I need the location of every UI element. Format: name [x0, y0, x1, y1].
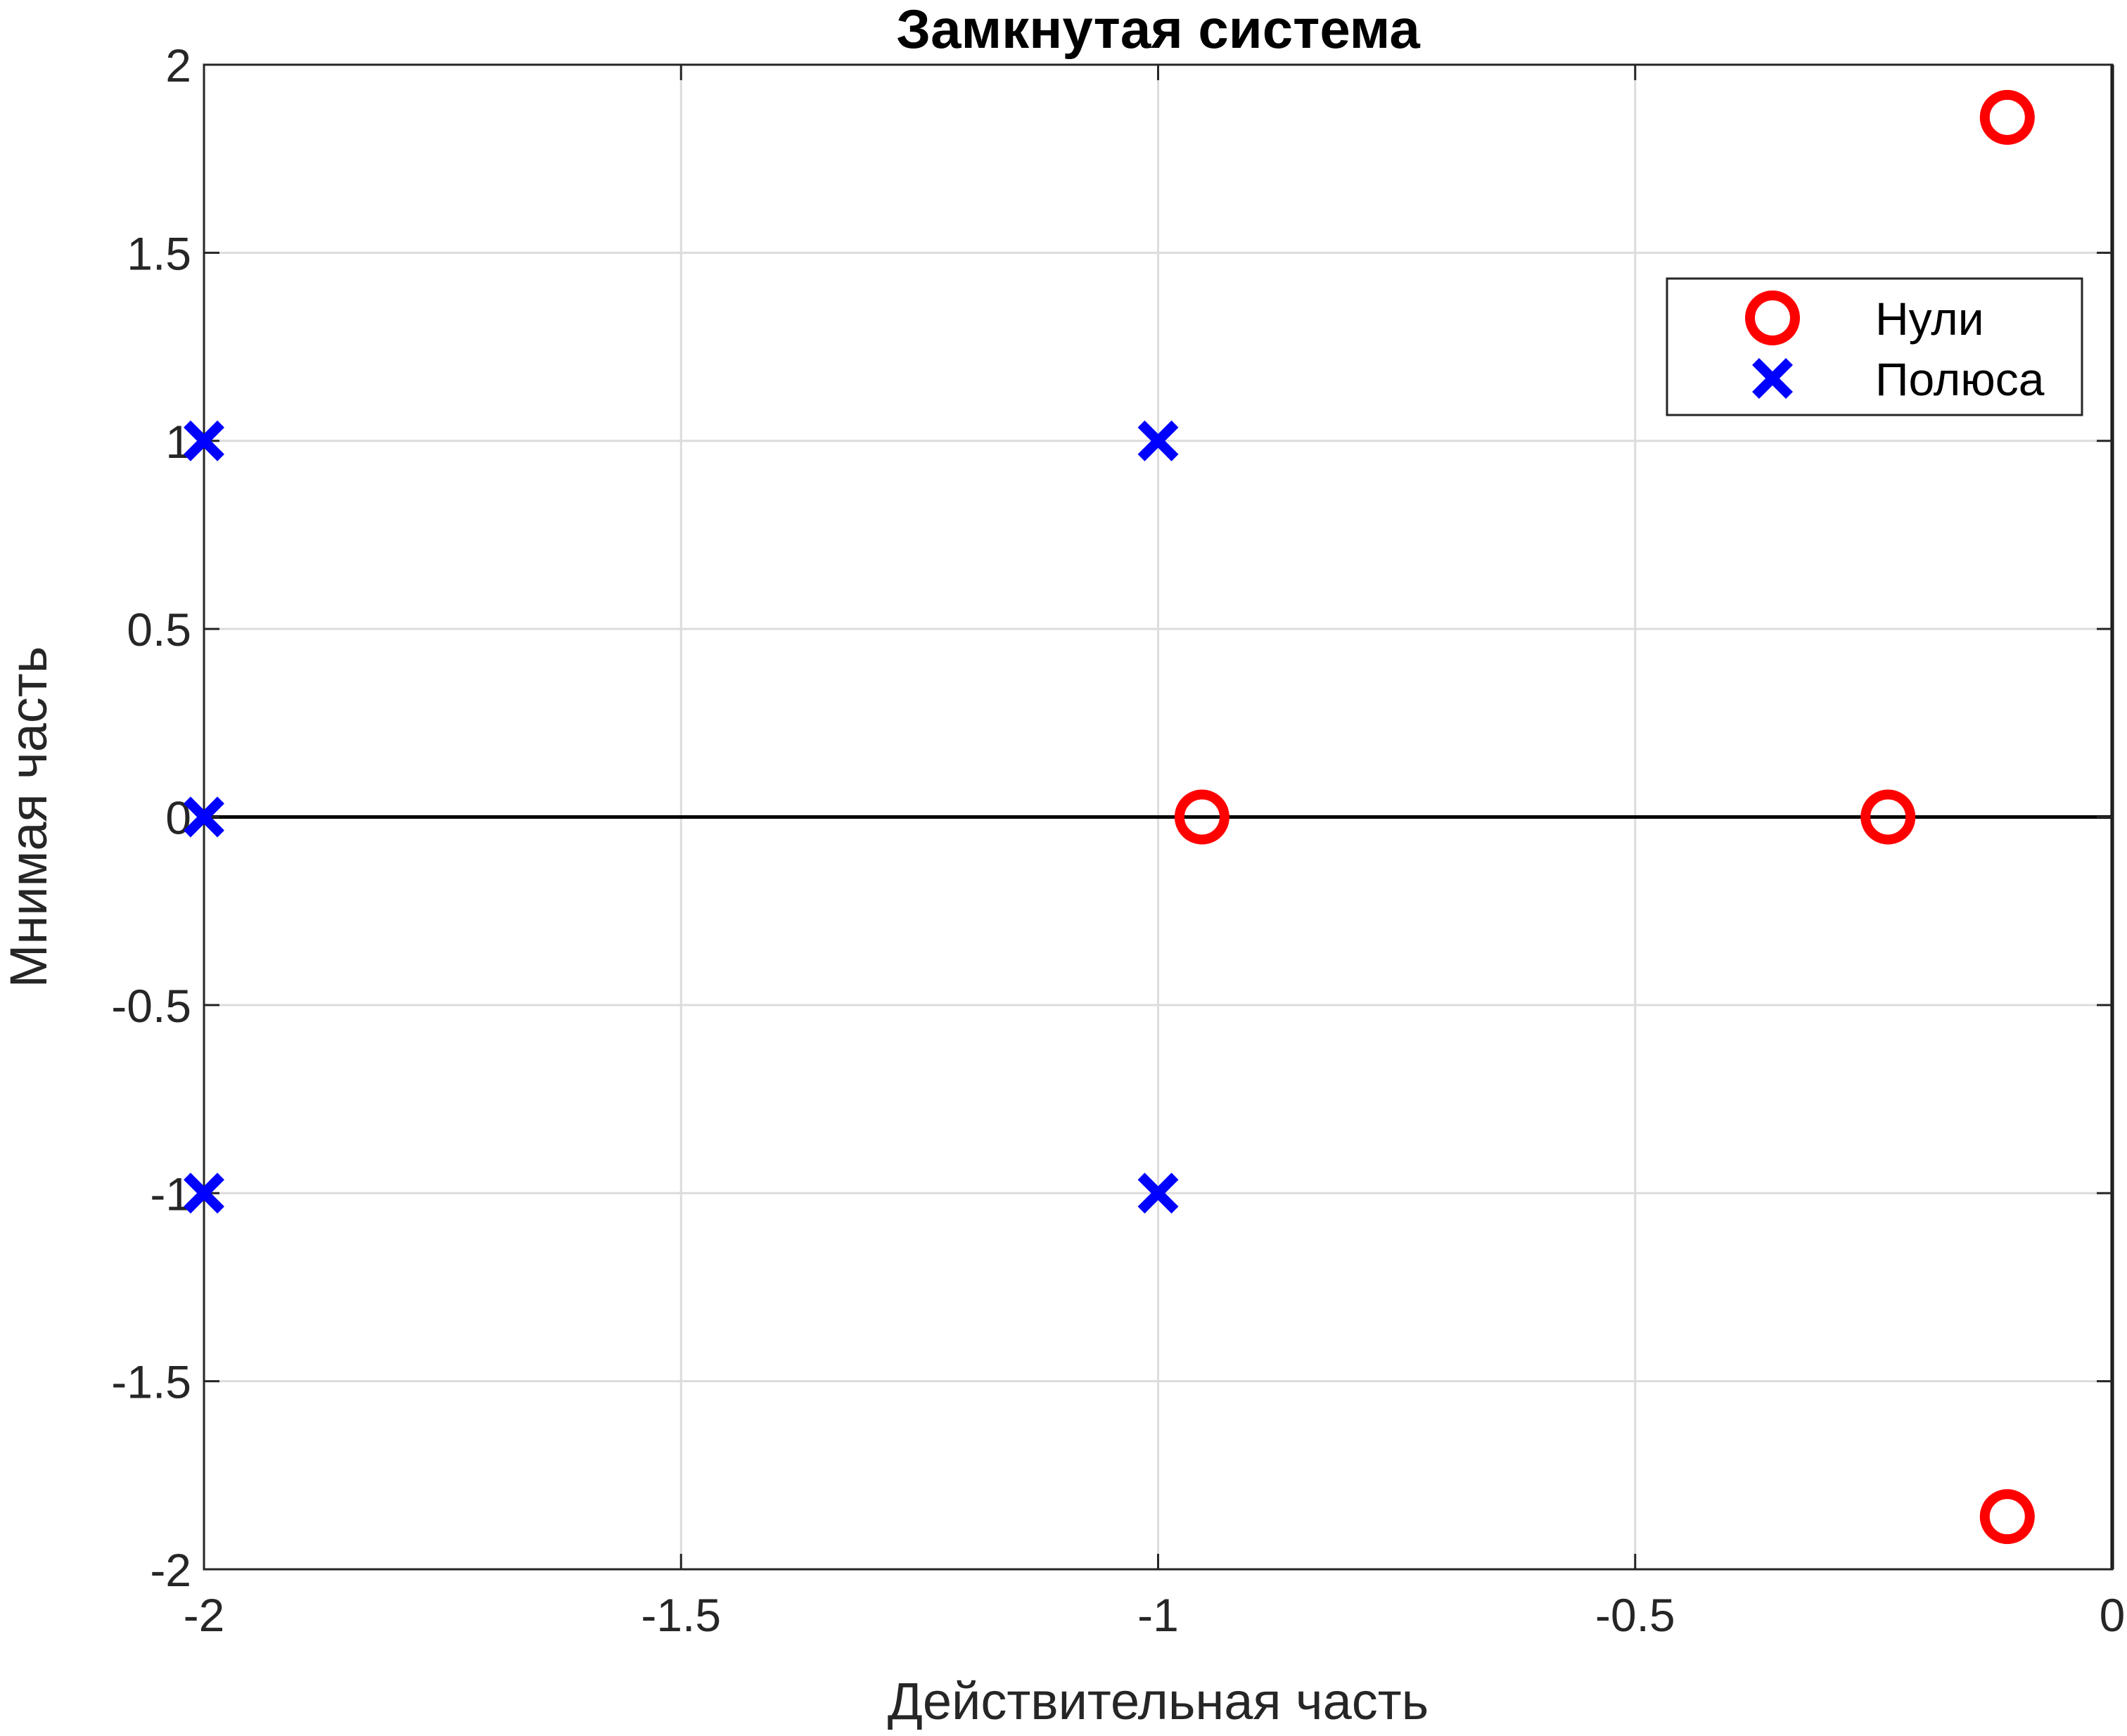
pole-marker-stroke [184, 796, 224, 838]
x-tick-label: -2 [184, 1589, 225, 1641]
y-tick-label: -2 [150, 1544, 191, 1596]
chart-title: Замкнутая система [896, 0, 1420, 60]
y-tick-label: 0.5 [127, 604, 191, 656]
y-tick-label: -0.5 [111, 980, 191, 1032]
y-tick-label: 1 [165, 416, 191, 468]
zero-marker [1979, 1489, 2035, 1545]
pole-marker-stroke [184, 1173, 224, 1214]
legend-pole-marker [1752, 358, 1793, 399]
legend: Нули Полюса [1666, 277, 2083, 416]
y-tick-label: 0 [165, 792, 191, 844]
legend-label-zeros: Нули [1875, 293, 1984, 345]
pole-marker [184, 420, 224, 461]
pole-marker [184, 1173, 224, 1214]
legend-pole-marker-stroke [1752, 358, 1793, 399]
pole-marker-stroke [1137, 420, 1179, 461]
pole-marker-stroke [184, 420, 224, 461]
legend-marker-poles [1752, 358, 1793, 399]
x-tick-label: -0.5 [1595, 1589, 1675, 1641]
axis-ticks [203, 63, 2114, 1571]
y-tick-label: 2 [165, 39, 191, 91]
pole-marker [1137, 1173, 1179, 1214]
x-axis-label: Действительная часть [888, 1672, 1429, 1730]
y-axis-label: Мнимая часть [0, 646, 58, 988]
zero-marker [1174, 789, 1229, 845]
zero-marker [1979, 89, 2035, 145]
legend-marker-zeros [1745, 291, 1800, 345]
x-tick-label: -1.5 [641, 1589, 721, 1641]
x-tick-label: 0 [2100, 1589, 2126, 1641]
tick-labels: -2 -1.5 -1 -0.5 0 -2 -1.5 -1 -0.5 0 0.5 1 1.5 2 [111, 39, 2125, 1641]
y-tick-label: 1.5 [127, 227, 191, 279]
pole-marker-stroke [1137, 1173, 1179, 1214]
y-tick-label: -1.5 [111, 1356, 191, 1408]
legend-box [1666, 277, 2083, 416]
pole-marker [1137, 420, 1179, 461]
pole-marker [184, 796, 224, 838]
legend-zero-marker [1745, 291, 1800, 345]
y-tick-label: -1 [150, 1168, 191, 1220]
data-markers [184, 89, 2035, 1545]
x-tick-label: -1 [1137, 1589, 1179, 1641]
legend-label-poles: Полюса [1875, 353, 2045, 405]
zero-marker [1860, 789, 1916, 845]
